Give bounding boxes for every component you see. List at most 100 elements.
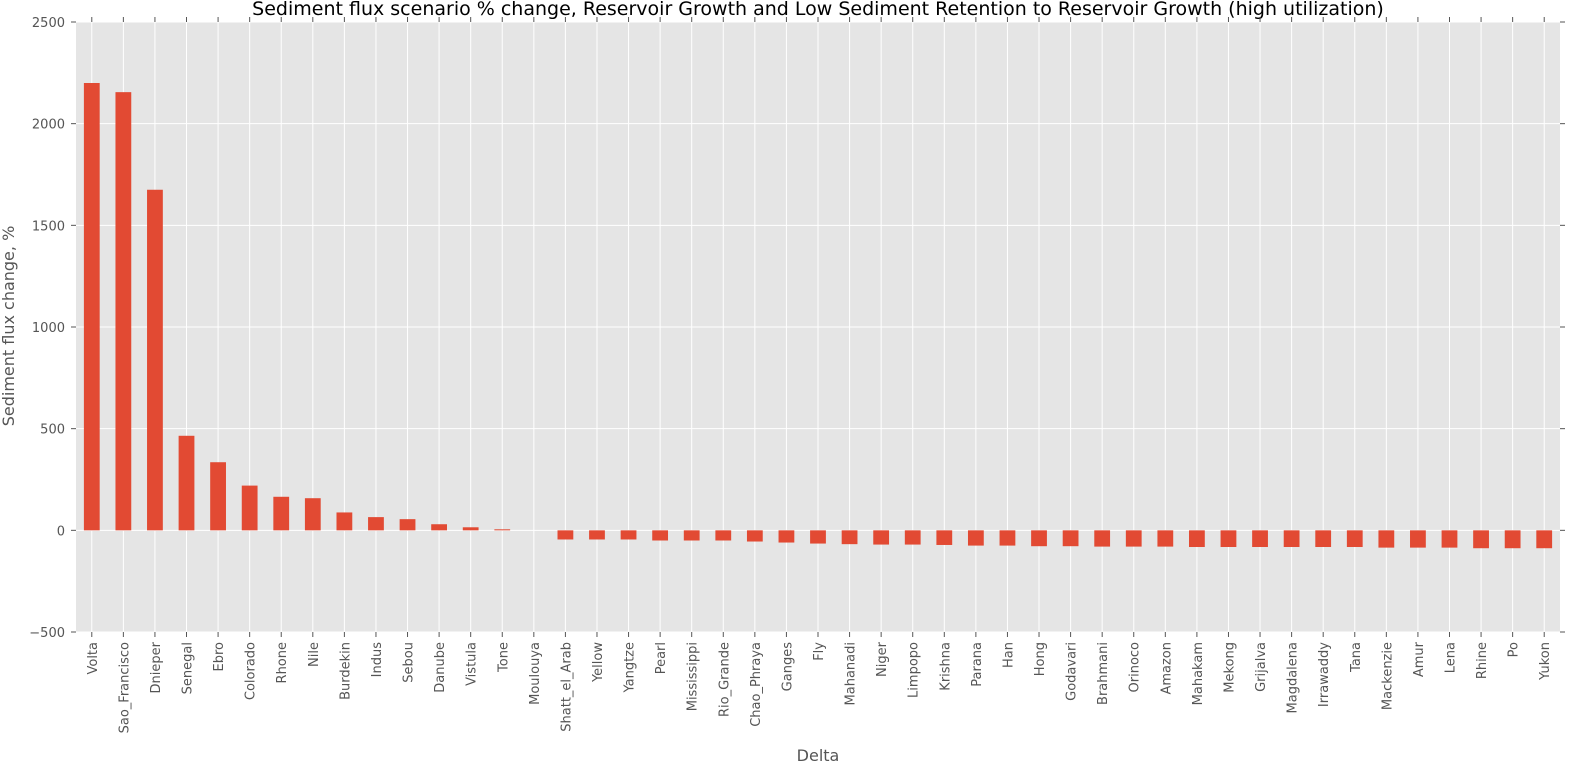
bar-amazon (1157, 530, 1174, 547)
bar-pearl (652, 530, 669, 541)
bar-hong (1031, 530, 1047, 547)
bar-irrawaddy (1315, 530, 1332, 548)
x-tick-label: Limpopo (907, 642, 922, 698)
bar-nile (304, 498, 321, 531)
x-tick-label: Fly (812, 642, 827, 661)
x-tick-label: Moulouya (528, 642, 543, 705)
bar-mahanadi (841, 530, 858, 545)
bar-indus (368, 517, 384, 531)
y-tick-label: 1500 (32, 219, 65, 234)
x-tick-label: Rhone (275, 642, 290, 683)
bar-mekong (1220, 530, 1237, 548)
y-axis: −500 0 500 1000 1500 2000 2500 (29, 16, 1565, 641)
x-tick-label: Danube (433, 642, 448, 693)
x-tick-label: Ebro (212, 642, 227, 672)
x-tick-label: Han (1001, 642, 1016, 668)
x-tick-label: Nile (307, 642, 322, 667)
x-tick-label: Parana (970, 642, 985, 687)
bars (83, 83, 1553, 549)
x-tick-label: Godavari (1065, 642, 1080, 701)
x-tick-label: Tana (1349, 642, 1364, 673)
x-tick-label: Rio_Grande (717, 642, 732, 717)
x-tick-label: Orinoco (1128, 642, 1143, 693)
bar-chao-phraya (746, 530, 763, 542)
bar-godavari (1062, 530, 1079, 547)
bar-tone (494, 529, 511, 531)
x-tick-label: Sebou (402, 642, 417, 683)
x-tick-label: Mahakam (1191, 642, 1206, 705)
bar-shatt-el-arab (557, 530, 574, 540)
bar-dnieper (147, 189, 163, 531)
bar-po (1504, 530, 1521, 549)
bar-sao-francisco (115, 92, 132, 531)
bar-rhone (273, 496, 290, 531)
x-axis: Volta Sao_Francisco Dnieper Senegal Ebro Colo… (86, 17, 1553, 733)
x-tick-label: Dnieper (149, 641, 164, 693)
bar-vistula (462, 527, 479, 531)
x-tick-label: Rhine (1475, 642, 1490, 679)
x-tick-label: Senegal (181, 642, 196, 694)
x-tick-label: Grijalva (1254, 642, 1269, 692)
x-tick-label: Amazon (1159, 642, 1174, 695)
y-tick-label: 1000 (32, 321, 65, 336)
x-tick-label: Amur (1412, 641, 1427, 677)
bar-burdekin (336, 512, 353, 531)
bar-grijalva (1252, 530, 1268, 548)
bar-mahakam (1189, 530, 1205, 548)
x-tick-label: Ganges (780, 642, 795, 692)
bar-brahmani (1094, 530, 1111, 547)
y-tick-label: 0 (57, 524, 65, 539)
bar-yangtze (620, 530, 637, 540)
bar-yukon (1536, 530, 1553, 549)
x-tick-label: Yellow (591, 642, 606, 683)
bar-parana (967, 530, 984, 546)
x-tick-label: Lena (1443, 642, 1458, 673)
x-tick-label: Mississippi (686, 642, 701, 711)
bar-danube (431, 524, 447, 531)
x-tick-label: Colorado (244, 642, 259, 700)
bar-yellow (589, 530, 605, 540)
x-tick-label: Mahanadi (844, 642, 859, 705)
x-tick-label: Niger (875, 641, 890, 677)
bar-krishna (936, 530, 953, 545)
x-tick-label: Volta (86, 642, 101, 675)
y-axis-label: Sediment flux change, % (0, 226, 18, 427)
x-tick-label: Brahmani (1096, 642, 1111, 705)
x-tick-label: Irrawaddy (1317, 642, 1332, 707)
x-axis-label: Delta (797, 746, 840, 765)
x-tick-label: Yangtze (623, 642, 638, 694)
x-tick-label: Indus (370, 642, 385, 678)
y-tick-label: 2000 (32, 118, 65, 133)
bar-han (999, 530, 1016, 546)
x-tick-label: Magdalena (1286, 642, 1301, 713)
bar-rio-grande (715, 530, 732, 541)
x-tick-label: Pearl (654, 642, 669, 674)
x-tick-label: Chao_Phraya (749, 642, 764, 727)
y-tick-label: −500 (29, 626, 65, 641)
bar-limpopo (904, 530, 921, 545)
bar-mackenzie (1378, 530, 1395, 548)
chart-title: Sediment flux scenario % change, Reservo… (252, 0, 1384, 20)
bar-fly (810, 530, 826, 544)
x-tick-label: Mekong (1222, 642, 1237, 693)
bar-sebou (399, 519, 416, 531)
x-tick-label: Tone (496, 642, 511, 673)
bar-magdalena (1283, 530, 1300, 548)
bar-ganges (778, 530, 795, 543)
x-tick-label: Shatt_el_Arab (559, 642, 574, 732)
x-tick-label: Po (1507, 642, 1522, 657)
bar-tana (1346, 530, 1363, 548)
bar-mississippi (683, 530, 700, 541)
bar-niger (873, 530, 890, 545)
bar-senegal (178, 435, 195, 531)
x-tick-label: Yukon (1538, 642, 1553, 681)
y-tick-label: 500 (40, 423, 65, 438)
x-tick-label: Mackenzie (1380, 642, 1395, 710)
bar-colorado (241, 485, 258, 531)
bar-rhine (1473, 530, 1489, 549)
bar-lena (1441, 530, 1458, 548)
y-tick-label: 2500 (32, 16, 65, 31)
bar-amur (1410, 530, 1426, 548)
x-tick-label: Krishna (938, 642, 953, 691)
